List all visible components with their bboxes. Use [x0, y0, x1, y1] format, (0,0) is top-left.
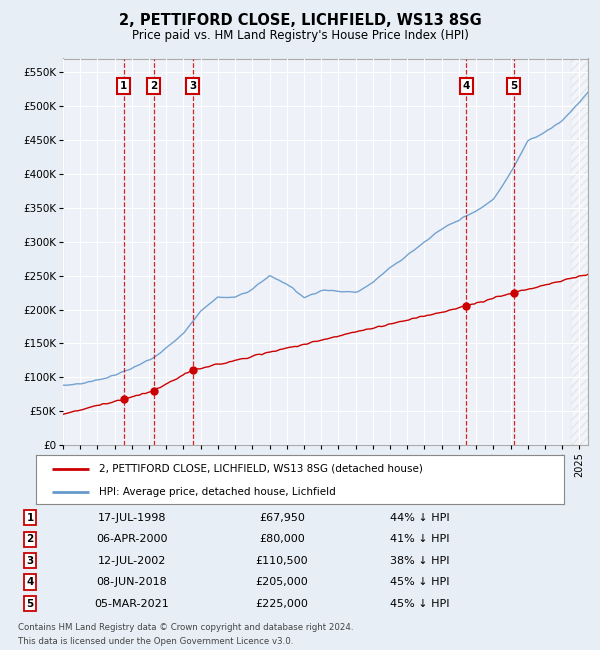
- Text: £225,000: £225,000: [256, 599, 308, 608]
- Text: 45% ↓ HPI: 45% ↓ HPI: [390, 599, 449, 608]
- Text: 12-JUL-2002: 12-JUL-2002: [98, 556, 166, 566]
- Text: 08-JUN-2018: 08-JUN-2018: [97, 577, 167, 587]
- Text: 2: 2: [150, 81, 157, 90]
- Text: £205,000: £205,000: [256, 577, 308, 587]
- Text: 17-JUL-1998: 17-JUL-1998: [98, 513, 166, 523]
- Text: £80,000: £80,000: [259, 534, 305, 544]
- Text: 38% ↓ HPI: 38% ↓ HPI: [390, 556, 449, 566]
- Text: Price paid vs. HM Land Registry's House Price Index (HPI): Price paid vs. HM Land Registry's House …: [131, 29, 469, 42]
- Text: £110,500: £110,500: [256, 556, 308, 566]
- Text: 5: 5: [26, 599, 34, 608]
- Text: 1: 1: [26, 513, 34, 523]
- Text: This data is licensed under the Open Government Licence v3.0.: This data is licensed under the Open Gov…: [18, 637, 293, 646]
- Text: 45% ↓ HPI: 45% ↓ HPI: [390, 577, 449, 587]
- Text: 3: 3: [26, 556, 34, 566]
- Text: £67,950: £67,950: [259, 513, 305, 523]
- Text: 5: 5: [510, 81, 517, 90]
- Text: Contains HM Land Registry data © Crown copyright and database right 2024.: Contains HM Land Registry data © Crown c…: [18, 623, 353, 632]
- Text: 2: 2: [26, 534, 34, 544]
- Text: HPI: Average price, detached house, Lichfield: HPI: Average price, detached house, Lich…: [100, 487, 336, 497]
- Text: 44% ↓ HPI: 44% ↓ HPI: [390, 513, 449, 523]
- Text: 2, PETTIFORD CLOSE, LICHFIELD, WS13 8SG (detached house): 2, PETTIFORD CLOSE, LICHFIELD, WS13 8SG …: [100, 463, 423, 474]
- Text: 1: 1: [121, 81, 128, 90]
- Text: 05-MAR-2021: 05-MAR-2021: [95, 599, 169, 608]
- Text: 41% ↓ HPI: 41% ↓ HPI: [390, 534, 449, 544]
- Text: 4: 4: [463, 81, 470, 90]
- Text: 2, PETTIFORD CLOSE, LICHFIELD, WS13 8SG: 2, PETTIFORD CLOSE, LICHFIELD, WS13 8SG: [119, 13, 481, 28]
- Text: 06-APR-2000: 06-APR-2000: [96, 534, 168, 544]
- Text: 3: 3: [189, 81, 196, 90]
- Text: 4: 4: [26, 577, 34, 587]
